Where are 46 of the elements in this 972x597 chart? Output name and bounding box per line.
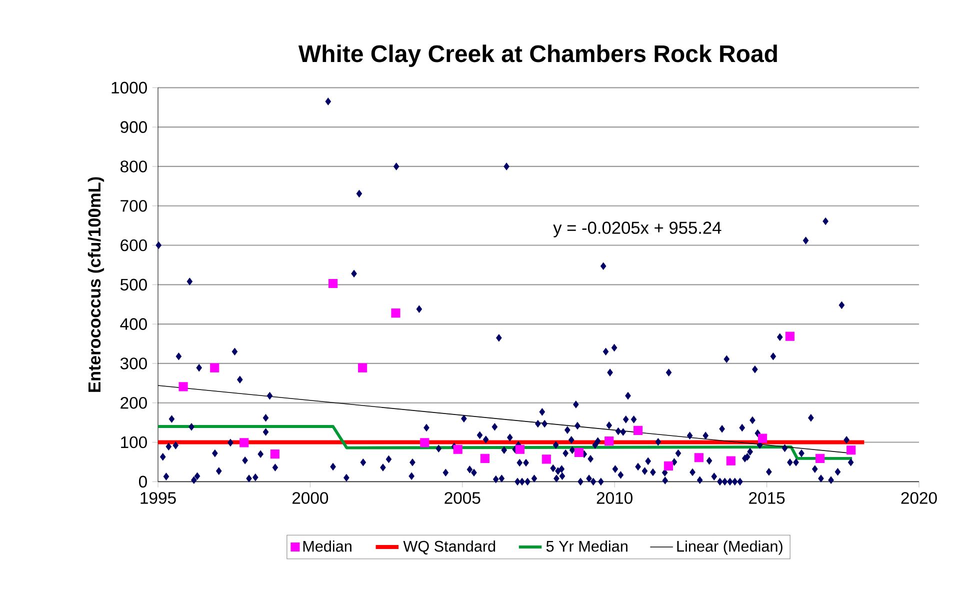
point — [391, 308, 400, 318]
point — [758, 434, 768, 443]
y-tick-label: 100 — [121, 436, 147, 448]
y-tick-label: 600 — [120, 239, 147, 252]
annotation: y = -0.0205x + 955.24 — [553, 222, 722, 238]
x-tick-label: 1995 — [140, 492, 176, 504]
y-tick-label: 800 — [120, 160, 147, 172]
point — [270, 450, 280, 459]
point — [785, 332, 794, 341]
legend-label: Median — [303, 540, 352, 552]
point — [420, 438, 430, 448]
chart-title: White Clay Creek at Chambers Rock Road — [298, 44, 777, 67]
y-tick-label: 1000 — [112, 82, 147, 94]
point — [846, 446, 856, 455]
legend-label: WQ Standard — [403, 540, 496, 554]
point — [604, 436, 614, 446]
point — [240, 438, 249, 448]
point — [453, 444, 462, 454]
y-tick-label: 0 — [138, 476, 147, 488]
y-tick-label: 200 — [120, 396, 147, 409]
point — [694, 453, 704, 462]
point — [328, 278, 338, 288]
x-tick-label: 2000 — [292, 492, 328, 504]
y-axis-title: Enterococcus (cfu/100mL) — [88, 177, 104, 392]
point — [480, 454, 490, 463]
x-tick-label: 2015 — [749, 492, 785, 504]
y-tick-label: 500 — [120, 278, 147, 291]
y-tick-label: 300 — [120, 358, 147, 370]
point — [816, 454, 825, 463]
point — [664, 461, 674, 470]
x-tick-label: 2020 — [901, 492, 937, 504]
point — [574, 448, 584, 458]
point — [210, 363, 220, 372]
y-tick-label: 700 — [120, 200, 147, 212]
point — [358, 363, 368, 372]
point — [634, 426, 643, 435]
y-tick-label: 400 — [120, 318, 147, 330]
x-tick-label: 2005 — [444, 492, 480, 504]
point — [542, 454, 551, 464]
legend-label: 5 Yr Median — [546, 540, 628, 552]
x-tick-label: 2010 — [596, 492, 632, 504]
y-tick-label: 900 — [120, 121, 147, 133]
legend-label: Linear (Median) — [677, 540, 782, 555]
point — [726, 456, 736, 466]
point — [178, 382, 188, 392]
point — [515, 444, 524, 454]
